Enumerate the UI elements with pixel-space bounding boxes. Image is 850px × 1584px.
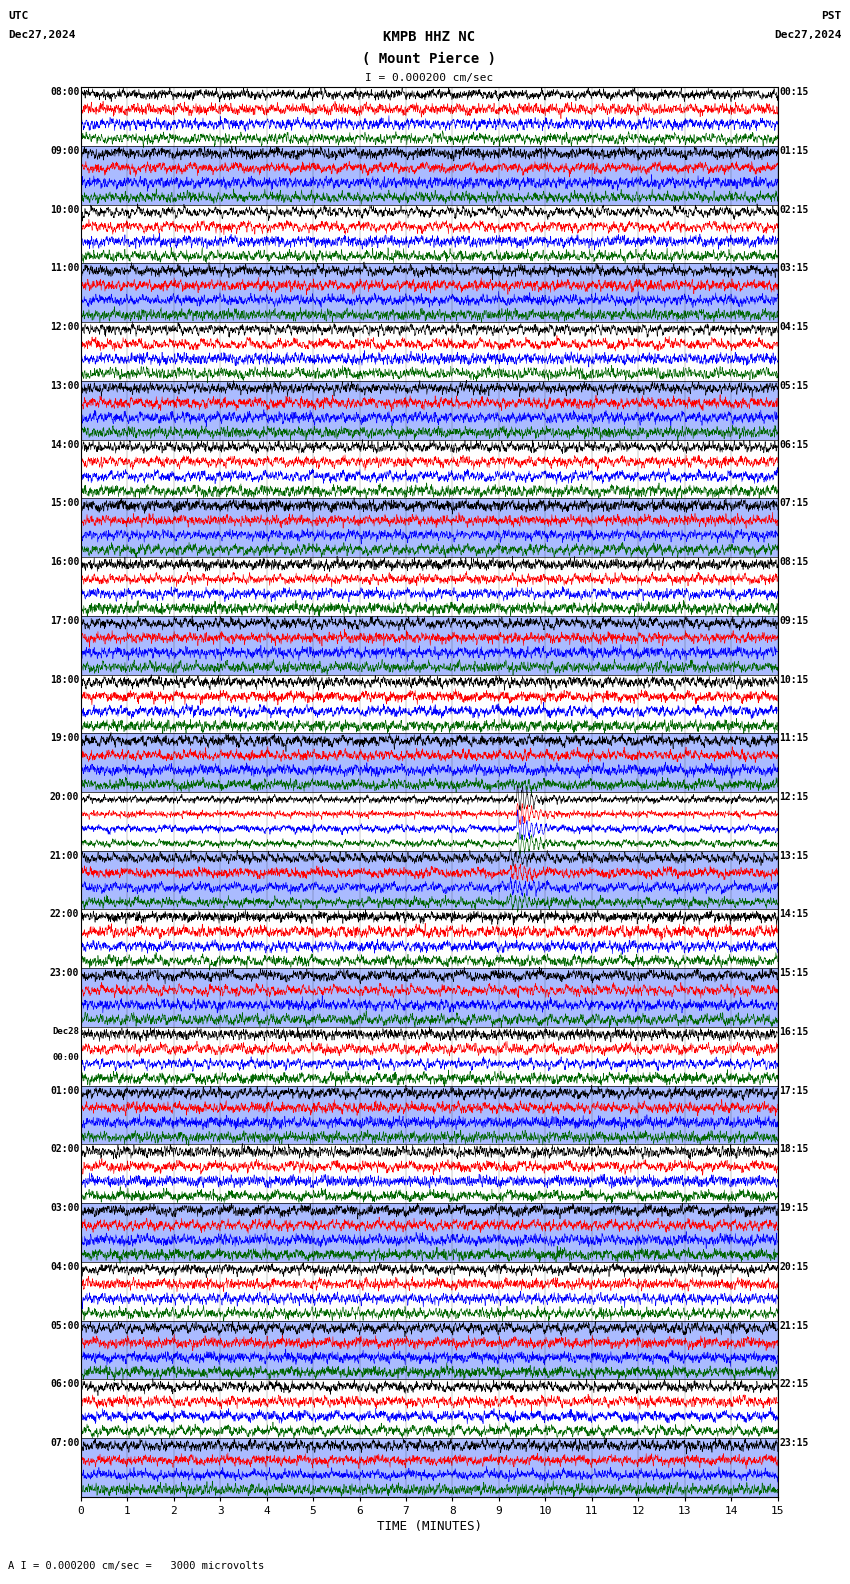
- Text: 19:00: 19:00: [50, 733, 79, 743]
- Text: I = 0.000200 cm/sec: I = 0.000200 cm/sec: [366, 73, 493, 82]
- Text: 02:15: 02:15: [779, 204, 808, 214]
- Text: 10:00: 10:00: [50, 204, 79, 214]
- Text: 04:00: 04:00: [50, 1262, 79, 1272]
- Text: ( Mount Pierce ): ( Mount Pierce ): [362, 52, 496, 67]
- Text: 11:15: 11:15: [779, 733, 808, 743]
- Text: KMPB HHZ NC: KMPB HHZ NC: [383, 30, 475, 44]
- Bar: [81, 733, 778, 792]
- Text: 09:00: 09:00: [50, 146, 79, 155]
- Text: PST: PST: [821, 11, 842, 21]
- Text: 10:15: 10:15: [779, 675, 808, 684]
- Bar: [81, 1085, 778, 1144]
- Bar: [81, 851, 778, 909]
- Text: 01:00: 01:00: [50, 1085, 79, 1096]
- Bar: [81, 87, 778, 146]
- Text: 03:00: 03:00: [50, 1204, 79, 1213]
- Text: 21:00: 21:00: [50, 851, 79, 860]
- Text: UTC: UTC: [8, 11, 29, 21]
- Bar: [81, 263, 778, 322]
- Text: 09:15: 09:15: [779, 616, 808, 626]
- Text: 18:00: 18:00: [50, 675, 79, 684]
- Bar: [81, 146, 778, 204]
- Text: 15:15: 15:15: [779, 968, 808, 979]
- Text: 17:00: 17:00: [50, 616, 79, 626]
- Bar: [81, 675, 778, 733]
- Text: 16:00: 16:00: [50, 558, 79, 567]
- Text: 12:15: 12:15: [779, 792, 808, 802]
- Bar: [81, 440, 778, 499]
- Text: 00:15: 00:15: [779, 87, 808, 97]
- Text: 23:15: 23:15: [779, 1438, 808, 1448]
- Bar: [81, 380, 778, 440]
- Text: 11:00: 11:00: [50, 263, 79, 274]
- Text: 05:15: 05:15: [779, 380, 808, 391]
- Text: 12:00: 12:00: [50, 322, 79, 333]
- X-axis label: TIME (MINUTES): TIME (MINUTES): [377, 1521, 482, 1533]
- Text: 14:00: 14:00: [50, 440, 79, 450]
- Text: 16:15: 16:15: [779, 1026, 808, 1038]
- Text: 06:15: 06:15: [779, 440, 808, 450]
- Text: 08:00: 08:00: [50, 87, 79, 97]
- Bar: [81, 1144, 778, 1204]
- Text: 21:15: 21:15: [779, 1321, 808, 1331]
- Bar: [81, 968, 778, 1026]
- Text: 14:15: 14:15: [779, 909, 808, 919]
- Text: Dec27,2024: Dec27,2024: [8, 30, 76, 40]
- Bar: [81, 322, 778, 380]
- Bar: [81, 909, 778, 968]
- Bar: [81, 1204, 778, 1262]
- Text: 07:00: 07:00: [50, 1438, 79, 1448]
- Bar: [81, 616, 778, 675]
- Bar: [81, 1262, 778, 1321]
- Text: 22:15: 22:15: [779, 1380, 808, 1389]
- Text: 19:15: 19:15: [779, 1204, 808, 1213]
- Text: 15:00: 15:00: [50, 499, 79, 508]
- Text: 01:15: 01:15: [779, 146, 808, 155]
- Text: 06:00: 06:00: [50, 1380, 79, 1389]
- Bar: [81, 792, 778, 851]
- Text: A I = 0.000200 cm/sec =   3000 microvolts: A I = 0.000200 cm/sec = 3000 microvolts: [8, 1562, 264, 1571]
- Bar: [81, 1438, 778, 1497]
- Text: 23:00: 23:00: [50, 968, 79, 979]
- Text: 02:00: 02:00: [50, 1144, 79, 1155]
- Bar: [81, 1380, 778, 1438]
- Text: 13:15: 13:15: [779, 851, 808, 860]
- Text: 04:15: 04:15: [779, 322, 808, 333]
- Bar: [81, 1026, 778, 1085]
- Bar: [81, 499, 778, 558]
- Bar: [81, 558, 778, 616]
- Bar: [81, 1321, 778, 1380]
- Text: Dec27,2024: Dec27,2024: [774, 30, 842, 40]
- Text: 18:15: 18:15: [779, 1144, 808, 1155]
- Text: 03:15: 03:15: [779, 263, 808, 274]
- Text: 07:15: 07:15: [779, 499, 808, 508]
- Text: 20:00: 20:00: [50, 792, 79, 802]
- Text: 00:00: 00:00: [53, 1053, 79, 1063]
- Text: 20:15: 20:15: [779, 1262, 808, 1272]
- Text: 08:15: 08:15: [779, 558, 808, 567]
- Text: 22:00: 22:00: [50, 909, 79, 919]
- Bar: [81, 204, 778, 263]
- Text: Dec28: Dec28: [53, 1026, 79, 1036]
- Text: 17:15: 17:15: [779, 1085, 808, 1096]
- Text: 13:00: 13:00: [50, 380, 79, 391]
- Text: 05:00: 05:00: [50, 1321, 79, 1331]
